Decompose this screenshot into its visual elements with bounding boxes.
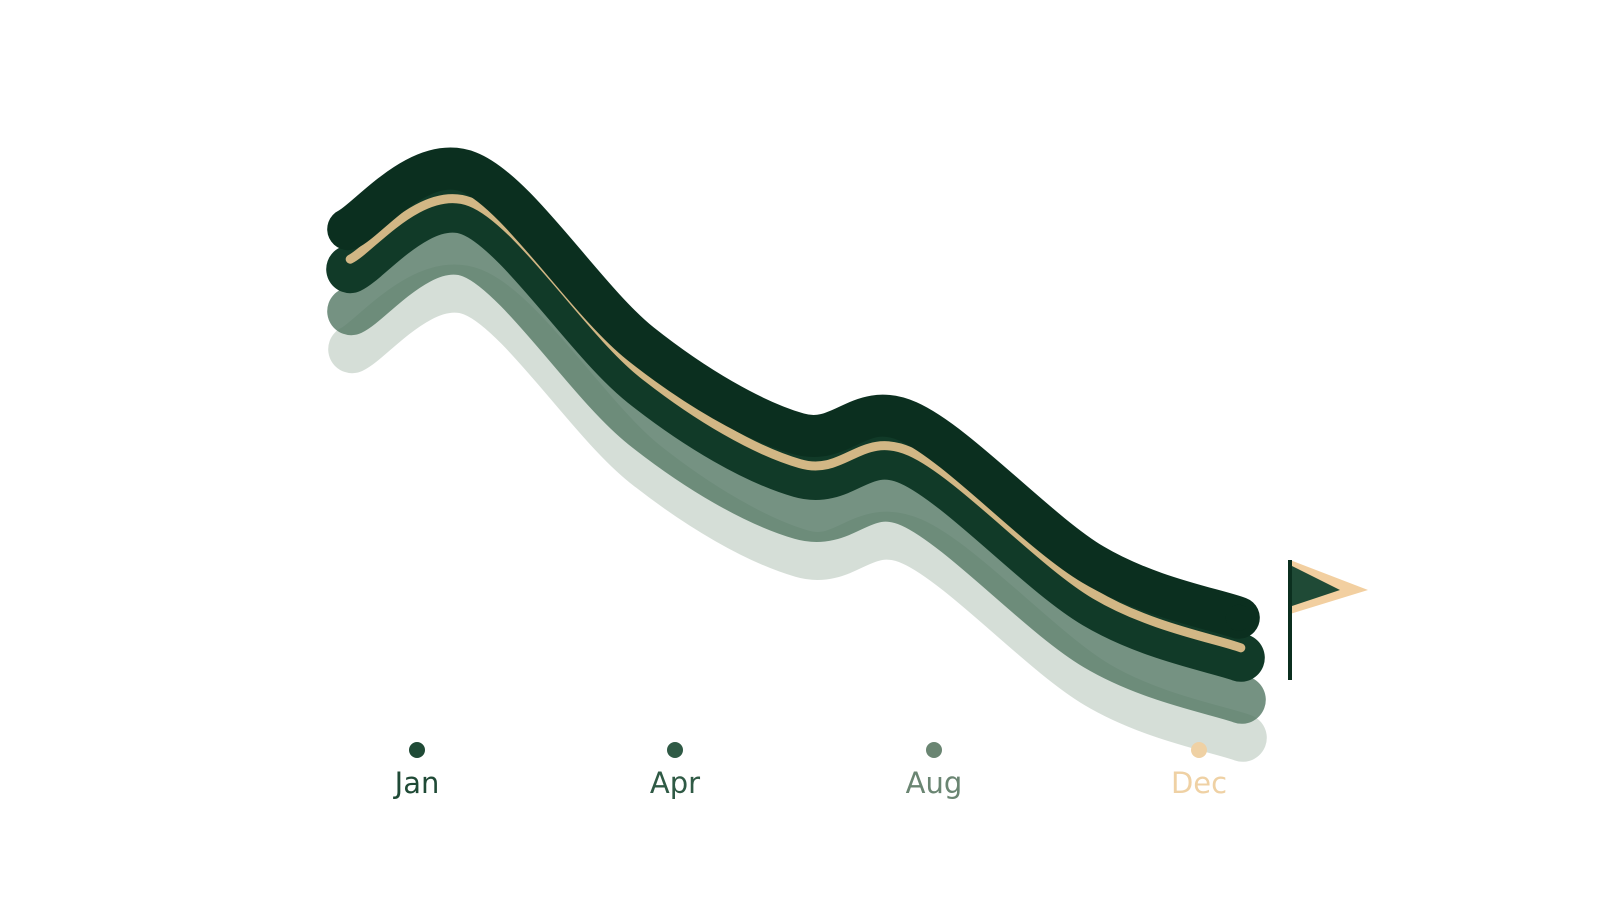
trend-main-layer	[327, 147, 1260, 653]
x-tick-jan	[409, 742, 425, 758]
series-echo-3	[328, 264, 1267, 762]
x-tick-aug	[926, 742, 942, 758]
flag-icon	[1288, 560, 1368, 680]
x-axis-ticks: Jan Apr Aug Dec	[393, 742, 1227, 800]
series-accent-line	[345, 194, 1246, 653]
series-end-dot	[1225, 604, 1252, 631]
trend-echo-layers	[326, 184, 1267, 762]
x-tick-label-dec: Dec	[1171, 766, 1227, 800]
x-tick-dec	[1191, 742, 1207, 758]
x-tick-label-jan: Jan	[393, 766, 440, 800]
series-echo-2	[327, 226, 1266, 724]
series-echo-1	[326, 184, 1265, 682]
x-tick-label-aug: Aug	[906, 766, 963, 800]
x-tick-label-apr: Apr	[650, 766, 700, 800]
x-tick-apr	[667, 742, 683, 758]
series-main-line	[327, 147, 1260, 639]
x-axis: Jan Apr Aug Dec	[239, 742, 1371, 800]
